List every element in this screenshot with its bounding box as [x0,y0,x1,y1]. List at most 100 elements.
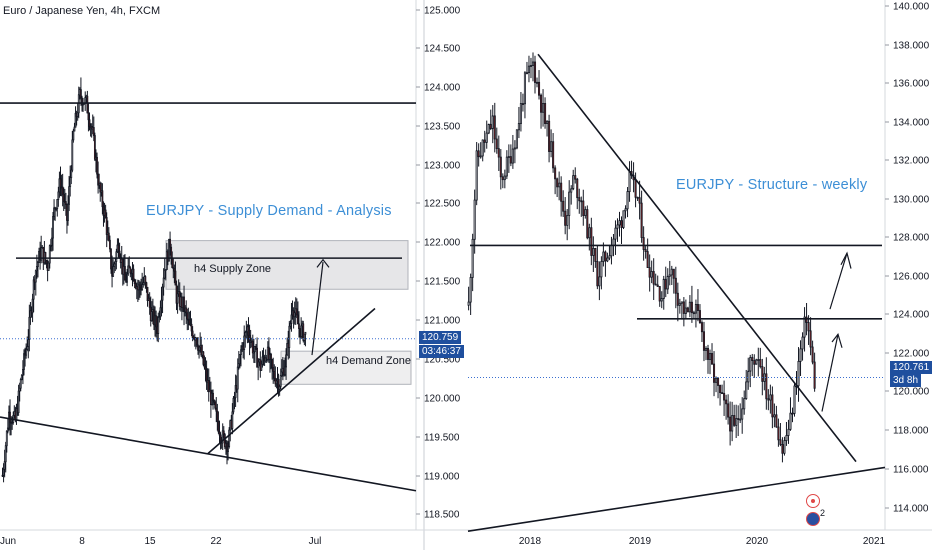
candle-body [76,112,79,117]
candle-body [97,173,100,186]
candle-body [285,354,287,368]
candle-body [29,310,32,318]
candle-body [773,414,776,418]
candle-body [219,434,222,442]
price-tick-label: 134.000 [893,118,930,129]
candle-body [27,339,30,348]
candle-body [616,224,619,229]
candle-body [721,392,724,395]
candle-body [755,359,758,365]
candle-body [642,237,645,250]
candle-body [252,351,255,354]
candle-body [622,210,625,228]
price-tick-label: 118.500 [424,510,460,521]
candle-body [62,193,65,202]
candle-body [725,399,728,405]
candle-body [521,103,524,105]
candle-body [670,268,673,276]
candle-body [109,239,111,250]
candle-body [277,378,280,390]
candle-body [223,434,226,448]
candle-body [298,323,300,329]
candle-body [67,203,69,221]
candle-body [785,435,788,441]
price-tick-label: 140.000 [893,2,930,13]
price-tick-label: 128.000 [893,233,930,244]
right-projection-arrow-long [829,252,848,310]
candle-body [475,150,478,201]
price-tick-label: 124.500 [424,44,461,55]
candle-body [238,354,241,365]
candle-body [807,322,810,332]
candle-body [70,169,73,179]
candle-body [272,367,275,372]
candle-body [745,381,748,399]
right-arrow-head-long [840,251,852,269]
candle-body [200,344,203,356]
candle-body [47,262,50,271]
candle-body [233,397,236,399]
alert-bell-icon[interactable] [806,494,820,508]
candle-body [662,278,665,299]
candle-body [221,430,224,444]
right-countdown-badge: 3d 8h [890,374,922,387]
right-chart-headline: EURJPY - Structure - weekly [676,177,868,193]
candle-body [25,349,28,356]
candle-body [648,267,651,278]
candle-body [69,177,72,188]
candle-body [596,261,599,287]
price-tick-label: 119.000 [424,472,460,483]
price-tick-label: 136.000 [893,79,930,90]
price-tick-label: 118.000 [893,426,929,437]
candle-body [232,397,235,413]
candle-body [513,147,516,150]
candle-body [169,238,171,248]
candle-body [160,299,163,309]
candle-body [213,400,216,403]
candle-body [471,238,474,278]
candle-body [602,251,605,262]
candle-body [141,284,144,290]
candle-body [183,296,185,313]
left-projection-arrow [311,261,324,356]
candle-body [582,200,585,216]
candle-body [531,61,535,66]
candle-body [574,175,577,180]
candle-body [652,271,655,285]
candle-body [112,266,115,277]
candle-body [34,270,37,283]
candle-body [128,265,131,269]
time-tick-label: 2018 [519,536,542,547]
candle-body [198,346,200,351]
left-rising-trendline [207,307,376,455]
candle-body [87,112,90,121]
candle-body [608,255,611,259]
candle-body [757,359,760,361]
candle-body [114,260,117,265]
candle-body [23,353,25,370]
price-tick-label: 119.500 [424,433,460,444]
candle-body [5,430,8,447]
candle-body [610,244,613,257]
candle-body [110,248,112,270]
candle-body [702,331,705,351]
time-tick-label: 15 [144,536,156,547]
candle-body [493,115,496,140]
candle-body [519,103,522,124]
time-tick-label: 22 [210,536,222,547]
candle-body [485,132,488,143]
candle-body [743,398,746,410]
candle-body [261,356,264,365]
candle-body [268,346,270,360]
candle-body [273,370,276,379]
candle-body [759,359,762,368]
candle-body [588,227,591,239]
candle-body [93,135,96,160]
candle-body [527,65,530,74]
candle-body [284,366,286,376]
ideas-badge-icon[interactable]: 2 [806,508,825,526]
candle-body [580,200,583,203]
candle-body [144,276,147,284]
candle-body [113,263,116,267]
